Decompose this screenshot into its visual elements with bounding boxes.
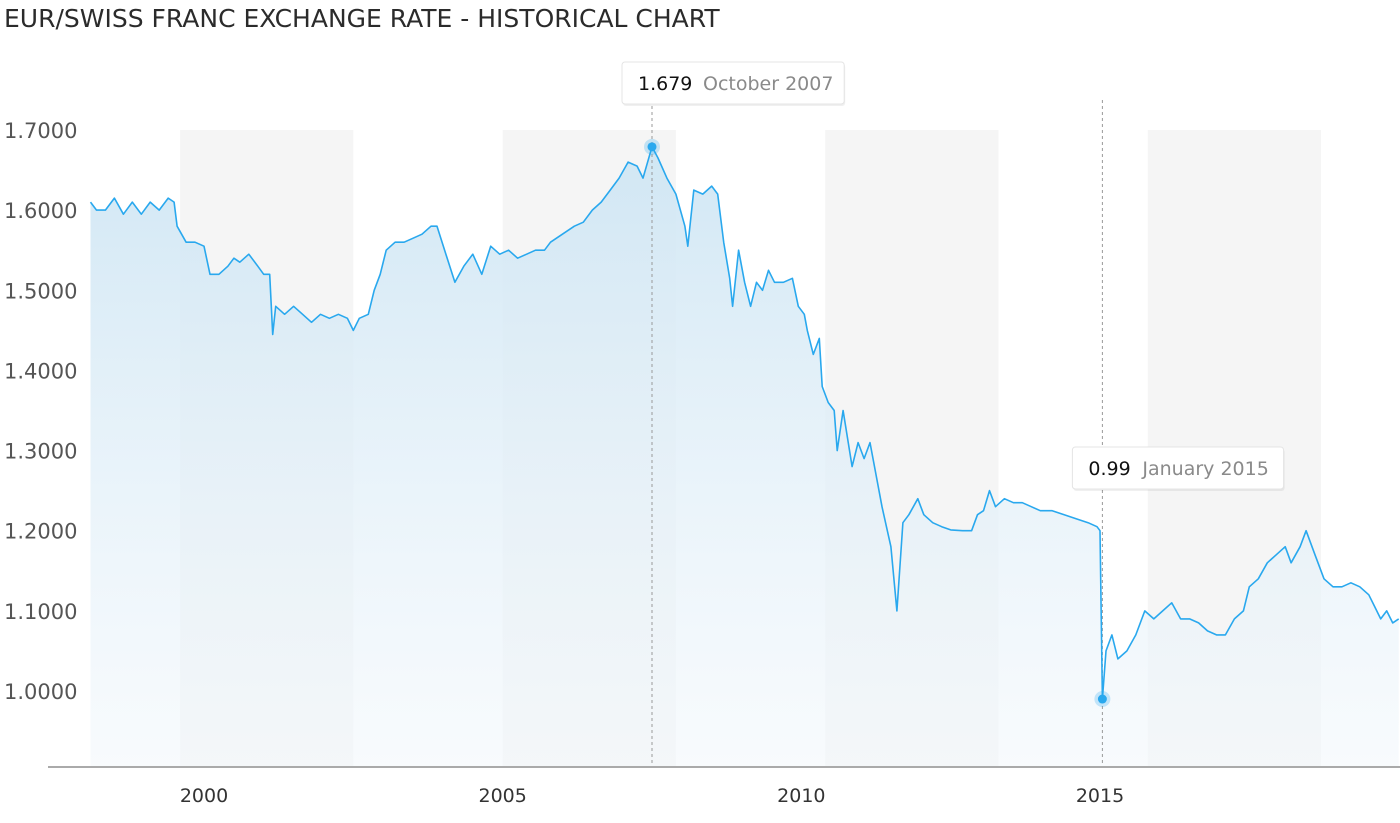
x-tick-label: 2000 — [180, 785, 228, 807]
callout-date: January 2015 — [1141, 458, 1268, 480]
y-tick-label: 1.1000 — [4, 600, 77, 624]
callout-box — [1071, 446, 1285, 490]
x-axis-ticks: 2000 2005 2010 2015 — [180, 785, 1124, 807]
line-layer — [89, 146, 1400, 700]
y-tick-label: 1.2000 — [4, 520, 77, 544]
x-tick-label: 2010 — [777, 785, 825, 807]
x-tick-label: 2015 — [1076, 785, 1124, 807]
data-point-marker — [647, 142, 657, 152]
callout: 0.99 January 2015 — [1071, 446, 1285, 708]
x-tick-label: 2005 — [478, 785, 526, 807]
callout-value: 0.99 — [1088, 458, 1130, 480]
y-tick-label: 1.0000 — [4, 680, 77, 704]
y-tick-label: 1.6000 — [4, 199, 77, 223]
callout-value: 1.679 — [638, 73, 692, 95]
chart-title: EUR/SWISS FRANC EXCHANGE RATE - HISTORIC… — [4, 4, 720, 33]
callout-date: October 2007 — [703, 73, 833, 95]
callout: 1.679 October 2007 — [621, 61, 846, 155]
y-axis-ticks: 1.0000 1.1000 1.2000 1.3000 1.4000 1.5000 1.60… — [4, 119, 77, 704]
data-point-marker — [1097, 694, 1107, 704]
y-tick-label: 1.7000 — [4, 119, 77, 143]
series-area — [90, 146, 1399, 768]
y-tick-label: 1.5000 — [4, 279, 77, 303]
series-line — [89, 146, 1400, 700]
y-tick-label: 1.3000 — [4, 440, 77, 464]
callout-box — [621, 61, 845, 105]
y-tick-label: 1.4000 — [4, 359, 77, 383]
area-layer — [90, 146, 1399, 768]
callouts: 1.679 October 2007 0.99 January 2015 — [621, 61, 1285, 708]
